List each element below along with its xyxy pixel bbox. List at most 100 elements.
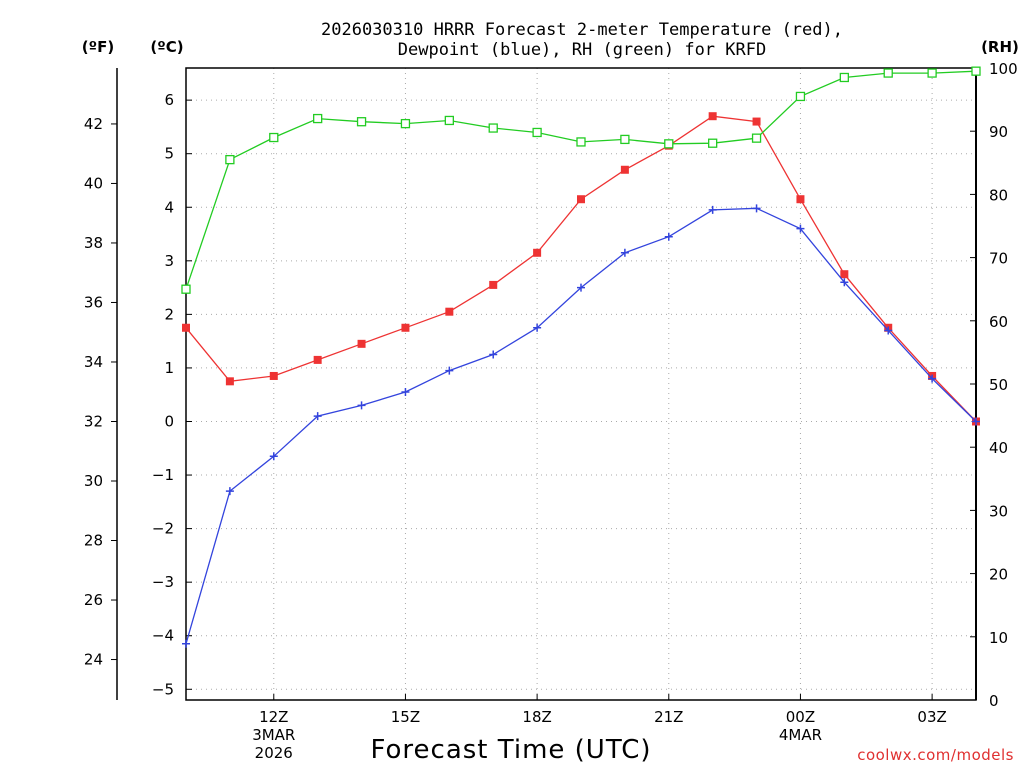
temperature-point: [182, 323, 190, 332]
dewpoint-point: [313, 412, 322, 421]
rh-tick-label: 0: [989, 692, 999, 710]
dewpoint-point: [225, 487, 234, 496]
grid-lines: [186, 68, 976, 700]
temperature-point: [445, 307, 454, 316]
temperature-point: [401, 323, 410, 332]
rh-unit-label: (RH): [981, 38, 1019, 56]
x-tick-label: 03Z: [917, 708, 946, 726]
rh-point: [620, 134, 630, 145]
x-tick-label: 3MAR: [252, 726, 295, 744]
dewpoint-point: [928, 374, 937, 383]
celsius-tick-label: 5: [164, 145, 174, 163]
rh-point: [269, 132, 279, 143]
dewpoint-point: [620, 248, 629, 257]
temperature-point: [225, 377, 234, 386]
rh-point: [356, 117, 367, 127]
x-tick-label: 2026: [255, 744, 293, 762]
fahrenheit-unit-label: (ºF): [82, 38, 114, 56]
fahrenheit-tick-label: 34: [84, 353, 103, 371]
celsius-tick-label: −1: [152, 466, 174, 484]
rh-point: [532, 127, 542, 138]
plot-frame: [185, 67, 977, 701]
x-tick-label: 12Z: [259, 708, 288, 726]
dewpoint-point: [445, 366, 454, 375]
rh-line: [185, 70, 977, 290]
dewpoint-point: [752, 204, 761, 213]
rh-point: [751, 133, 762, 143]
rh-tick-label: 10: [989, 629, 1008, 647]
celsius-tick-label: 2: [164, 305, 174, 323]
celsius-tick-label: 1: [164, 359, 174, 377]
temperature-point: [752, 117, 761, 126]
temperature-line: [185, 115, 977, 422]
rh-tick-label: 20: [989, 566, 1008, 584]
celsius-tick-label: 0: [164, 412, 174, 430]
dewpoint-point: [533, 323, 542, 332]
x-tick-label: 21Z: [654, 708, 683, 726]
x-tick-label: 15Z: [391, 708, 420, 726]
temperature-point: [269, 371, 278, 380]
temperature-point: [357, 339, 366, 348]
rh-point: [576, 137, 586, 147]
fahrenheit-tick-label: 28: [84, 532, 103, 550]
fahrenheit-tick-label: 40: [84, 174, 103, 192]
celsius-tick-label: 4: [164, 198, 174, 216]
dewpoint-point: [182, 639, 190, 648]
fahrenheit-tick-label: 26: [84, 591, 103, 609]
rh-point: [225, 154, 235, 165]
dewpoint-point: [489, 350, 498, 359]
temperature-point: [313, 355, 322, 364]
celsius-tick-label: −5: [152, 680, 174, 698]
fahrenheit-tick-label: 38: [84, 234, 103, 252]
series-lines: [181, 66, 981, 648]
dewpoint-point: [884, 326, 893, 335]
celsius-tick-label: −2: [152, 520, 174, 538]
dewpoint-point: [972, 417, 980, 426]
celsius-unit-label: (ºC): [150, 38, 183, 56]
rh-point: [400, 118, 411, 129]
rh-tick-label: 80: [989, 186, 1008, 204]
celsius-tick-label: 6: [164, 91, 174, 109]
dewpoint-line: [185, 207, 977, 644]
dewpoint-point: [401, 388, 410, 397]
rh-point: [488, 123, 498, 133]
rh-tick-label: 100: [989, 60, 1018, 78]
dewpoint-point: [796, 224, 805, 233]
axes-ticks: −5−4−3−2−1012345624262830323436384042010…: [84, 60, 1018, 762]
fahrenheit-tick-label: 30: [84, 472, 103, 490]
rh-tick-label: 90: [989, 123, 1008, 141]
celsius-tick-label: −4: [152, 627, 174, 645]
rh-point: [708, 138, 718, 148]
temperature-point: [840, 270, 849, 279]
rh-point: [313, 113, 323, 124]
temperature-point: [620, 165, 629, 174]
celsius-tick-label: −3: [152, 573, 174, 591]
celsius-tick-label: 3: [164, 252, 174, 270]
rh-point: [444, 115, 454, 126]
dewpoint-point: [664, 232, 673, 241]
dewpoint-point: [708, 205, 717, 214]
chart-title-line-1: 2026030310 HRRR Forecast 2-meter Tempera…: [321, 20, 843, 40]
rh-point: [181, 284, 191, 294]
rh-tick-label: 50: [989, 376, 1008, 394]
dewpoint-point: [840, 278, 849, 287]
fahrenheit-tick-label: 32: [84, 412, 103, 430]
dewpoint-point: [357, 401, 366, 410]
temperature-point: [796, 195, 805, 204]
x-axis-title: Forecast Time (UTC): [370, 735, 651, 765]
credit-text: coolwx.com/models: [857, 746, 1014, 764]
x-tick-label: 4MAR: [779, 726, 822, 744]
fahrenheit-tick-label: 24: [84, 651, 103, 669]
rh-tick-label: 40: [989, 439, 1008, 457]
rh-tick-label: 70: [989, 250, 1008, 268]
temperature-point: [489, 280, 498, 289]
rh-point: [927, 68, 937, 78]
rh-tick-label: 30: [989, 502, 1008, 520]
temperature-point: [533, 248, 542, 257]
fahrenheit-tick-label: 42: [84, 115, 103, 133]
rh-tick-label: 60: [989, 313, 1008, 331]
fahrenheit-tick-label: 36: [84, 293, 103, 311]
dewpoint-point: [577, 283, 585, 292]
rh-point: [664, 139, 674, 149]
